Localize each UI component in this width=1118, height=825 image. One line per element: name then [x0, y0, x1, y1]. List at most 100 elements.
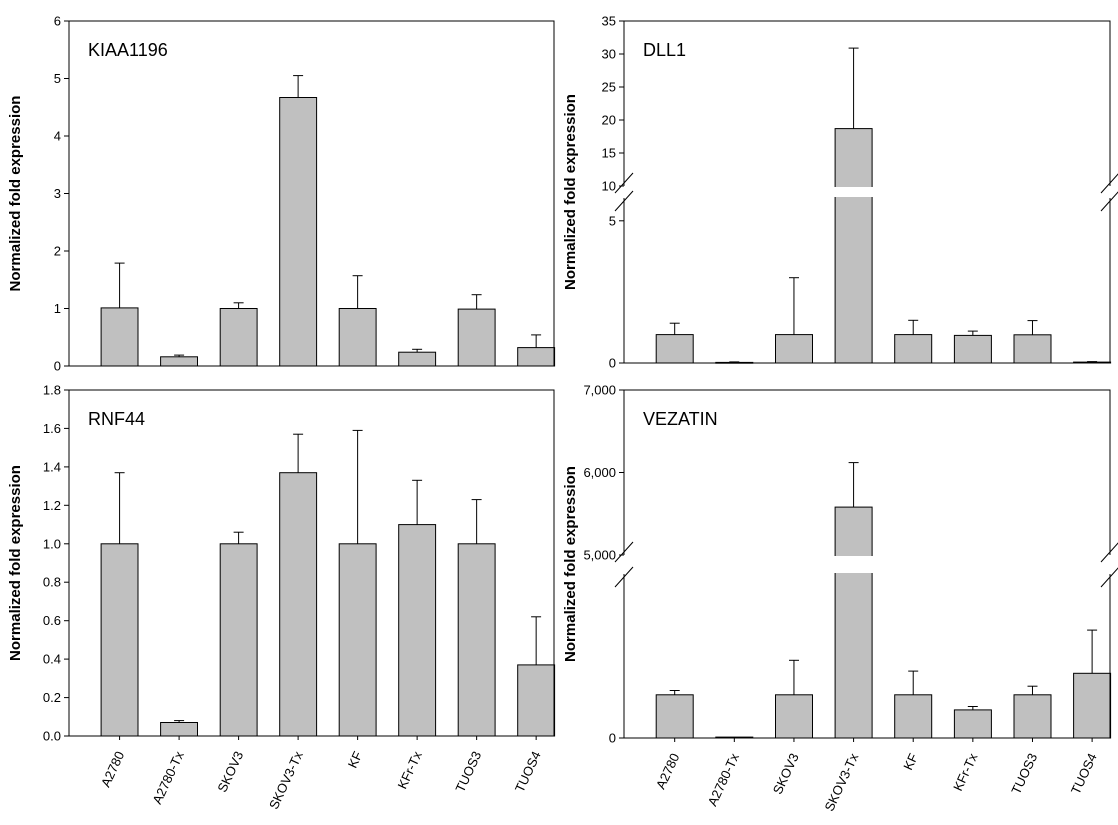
plot-frame-upper — [623, 20, 1111, 186]
y-tick-label: 20 — [602, 113, 616, 128]
bar-skov3-tx — [279, 97, 318, 367]
x-tick-label-tuos4: TUOS4 — [1068, 751, 1100, 797]
y-tick-label: 5,000 — [583, 548, 616, 563]
y-tick-label: 0.0 — [43, 729, 61, 744]
axis-break-mark-right — [1100, 173, 1118, 194]
bar-kf — [894, 694, 933, 739]
plot-frame-lower — [623, 198, 1111, 364]
y-axis-label: Normalized fold expression — [7, 96, 24, 292]
y-axis-label: Normalized fold expression — [562, 94, 579, 290]
y-tick-label: 5 — [609, 213, 616, 228]
y-tick-label: 35 — [602, 14, 616, 29]
y-tick-label: 1.4 — [43, 459, 61, 474]
x-tick-label-a2780: A2780 — [98, 749, 127, 789]
axis-break-mark-left — [614, 566, 634, 588]
panel-vezatin: 0 5,000 6,000 7,000 Normalized fold expressi… — [562, 383, 1118, 814]
x-tick-label-tuos3: TUOS3 — [452, 749, 484, 795]
y-tick-label: 0.4 — [43, 652, 61, 667]
bar-tuos3 — [1013, 694, 1052, 739]
axis-break-mark-left — [614, 190, 634, 212]
y-tick-label: 25 — [602, 80, 616, 95]
y-tick-label: 6,000 — [583, 465, 616, 480]
panel-dll1: 0 5 10 15 20 25 30 35 Normalized fold expression… — [562, 14, 1118, 371]
axis-break-gap-skov3-tx — [834, 187, 874, 197]
axis-break-gap-skov3-tx — [834, 556, 874, 573]
y-tick-label: 1.0 — [43, 536, 61, 551]
y-tick-label: 5 — [54, 71, 61, 86]
panel-title: VEZATIN — [643, 409, 718, 429]
x-tick-label-tuos3: TUOS3 — [1008, 751, 1040, 797]
bar-kfr-tx — [398, 524, 437, 737]
y-tick-label: 1.6 — [43, 421, 61, 436]
bar-kfr-tx — [953, 334, 992, 364]
x-tick-label-a2780-tx: A2780-Tx — [149, 748, 187, 806]
bar-tuos4 — [517, 347, 556, 367]
y-tick-label: 0.8 — [43, 575, 61, 590]
y-tick-label: 15 — [602, 146, 616, 161]
x-tick-label-kf: KF — [345, 749, 366, 770]
y-tick-label: 1.2 — [43, 498, 61, 513]
panel-title: RNF44 — [88, 409, 145, 429]
x-tick-label-tuos4: TUOS4 — [512, 749, 544, 795]
axis-break-mark-right — [1100, 542, 1118, 563]
x-tick-label-kf: KF — [900, 751, 921, 772]
panel-kiaa1196: 0 1 2 3 4 5 6 Normalized fold expression KIAA119… — [7, 14, 556, 374]
y-tick-label: 0.2 — [43, 690, 61, 705]
y-axis-label: Normalized fold expression — [562, 466, 579, 662]
plot-frame — [68, 389, 555, 737]
x-tick-label-skov3: SKOV3 — [214, 749, 246, 795]
x-tick-label-skov3-tx: SKOV3-Tx — [266, 748, 306, 811]
y-tick-label: 0 — [609, 356, 616, 371]
x-tick-label-skov3-tx: SKOV3-Tx — [821, 750, 861, 813]
bar-kf — [338, 543, 377, 737]
bar-tuos3 — [1013, 334, 1052, 364]
y-tick-label: 0 — [609, 731, 616, 746]
panel-title: KIAA1196 — [88, 40, 168, 60]
x-tick-label-a2780-tx: A2780-Tx — [705, 750, 743, 808]
bar-kfr-tx — [953, 709, 992, 739]
x-tick-label-kfr-tx: KFr-Tx — [950, 750, 981, 793]
bar-tuos3 — [457, 308, 496, 367]
bar-a2780 — [100, 307, 139, 367]
y-axis-label: Normalized fold expression — [7, 465, 24, 661]
y-tick-label: 0.6 — [43, 613, 61, 628]
bar-skov3-tx — [834, 506, 873, 739]
bar-tuos4 — [517, 664, 556, 737]
bar-skov3-tx — [279, 472, 318, 737]
y-tick-label: 30 — [602, 47, 616, 62]
y-tick-label: 1 — [54, 301, 61, 316]
axis-break-mark-right — [1100, 191, 1118, 212]
bar-skov3 — [775, 334, 813, 364]
bar-tuos3 — [457, 543, 496, 737]
bar-a2780 — [655, 694, 694, 739]
y-tick-label: 10 — [602, 179, 616, 194]
bar-skov3 — [219, 308, 258, 367]
bar-a2780 — [100, 543, 139, 737]
x-tick-label-a2780: A2780 — [653, 751, 682, 791]
axis-break-mark-left — [614, 541, 634, 563]
bar-a2780-tx — [160, 722, 199, 737]
y-tick-label: 3 — [54, 186, 61, 201]
y-tick-label: 4 — [54, 129, 61, 144]
axis-break-mark-right — [1100, 567, 1118, 588]
bar-kf — [338, 308, 377, 367]
panel-title: DLL1 — [643, 40, 686, 60]
y-tick-label: 0 — [54, 359, 61, 374]
bar-skov3 — [775, 694, 813, 739]
y-tick-label: 1.8 — [43, 383, 61, 398]
y-tick-label: 7,000 — [583, 383, 616, 398]
bar-kf — [894, 334, 933, 364]
x-tick-label-skov3: SKOV3 — [770, 751, 802, 797]
x-tick-label-kfr-tx: KFr-Tx — [394, 748, 425, 791]
plot-frame-lower — [623, 574, 1111, 739]
bar-a2780-tx — [160, 356, 199, 367]
bar-kfr-tx — [398, 351, 437, 367]
bar-a2780 — [655, 334, 694, 364]
bar-skov3 — [219, 543, 258, 737]
bar-skov3-tx — [834, 128, 873, 364]
y-tick-label: 6 — [54, 14, 61, 29]
y-tick-label: 2 — [54, 244, 61, 259]
bar-tuos4 — [1073, 672, 1112, 739]
axis-break-mark-left — [614, 172, 634, 194]
